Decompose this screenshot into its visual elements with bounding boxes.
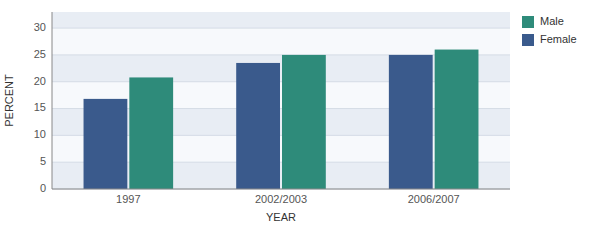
bar bbox=[389, 55, 433, 189]
bar bbox=[84, 99, 128, 189]
chart-svg: 0 5 10 15 20 25 30 1997 2002/2003 2006/2007 YEAR PE… bbox=[0, 0, 600, 227]
bar bbox=[236, 63, 280, 189]
legend-label: Male bbox=[540, 15, 564, 27]
y-axis-line bbox=[52, 12, 53, 189]
y-tick-label: 5 bbox=[40, 155, 46, 167]
x-tick-label: 1997 bbox=[116, 193, 140, 205]
y-tick-label: 0 bbox=[40, 182, 46, 194]
x-axis-line bbox=[52, 189, 510, 190]
grid-band bbox=[52, 12, 510, 28]
plot-area bbox=[52, 12, 510, 189]
plot-background bbox=[52, 12, 510, 189]
bar bbox=[435, 50, 479, 189]
y-tick-label: 25 bbox=[34, 48, 46, 60]
chart-root: 0 5 10 15 20 25 30 1997 2002/2003 2006/2007 YEAR PE… bbox=[0, 0, 600, 227]
y-tick-label: 10 bbox=[34, 128, 46, 140]
grid-line bbox=[52, 28, 510, 29]
x-tick-label: 2002/2003 bbox=[255, 193, 307, 205]
bars bbox=[84, 50, 479, 189]
y-tick-label: 20 bbox=[34, 75, 46, 87]
y-tick-label: 15 bbox=[34, 101, 46, 113]
grid-line bbox=[52, 189, 510, 190]
legend: Male Female bbox=[522, 15, 577, 46]
legend-swatch bbox=[522, 16, 534, 28]
legend-label: Female bbox=[540, 33, 577, 45]
y-tick-label: 30 bbox=[34, 21, 46, 33]
bar bbox=[129, 77, 173, 189]
y-axis-label: PERCENT bbox=[3, 74, 15, 127]
x-tick-label: 2006/2007 bbox=[408, 193, 460, 205]
legend-swatch bbox=[522, 34, 534, 46]
x-axis-label: YEAR bbox=[266, 211, 296, 223]
bar bbox=[282, 55, 326, 189]
